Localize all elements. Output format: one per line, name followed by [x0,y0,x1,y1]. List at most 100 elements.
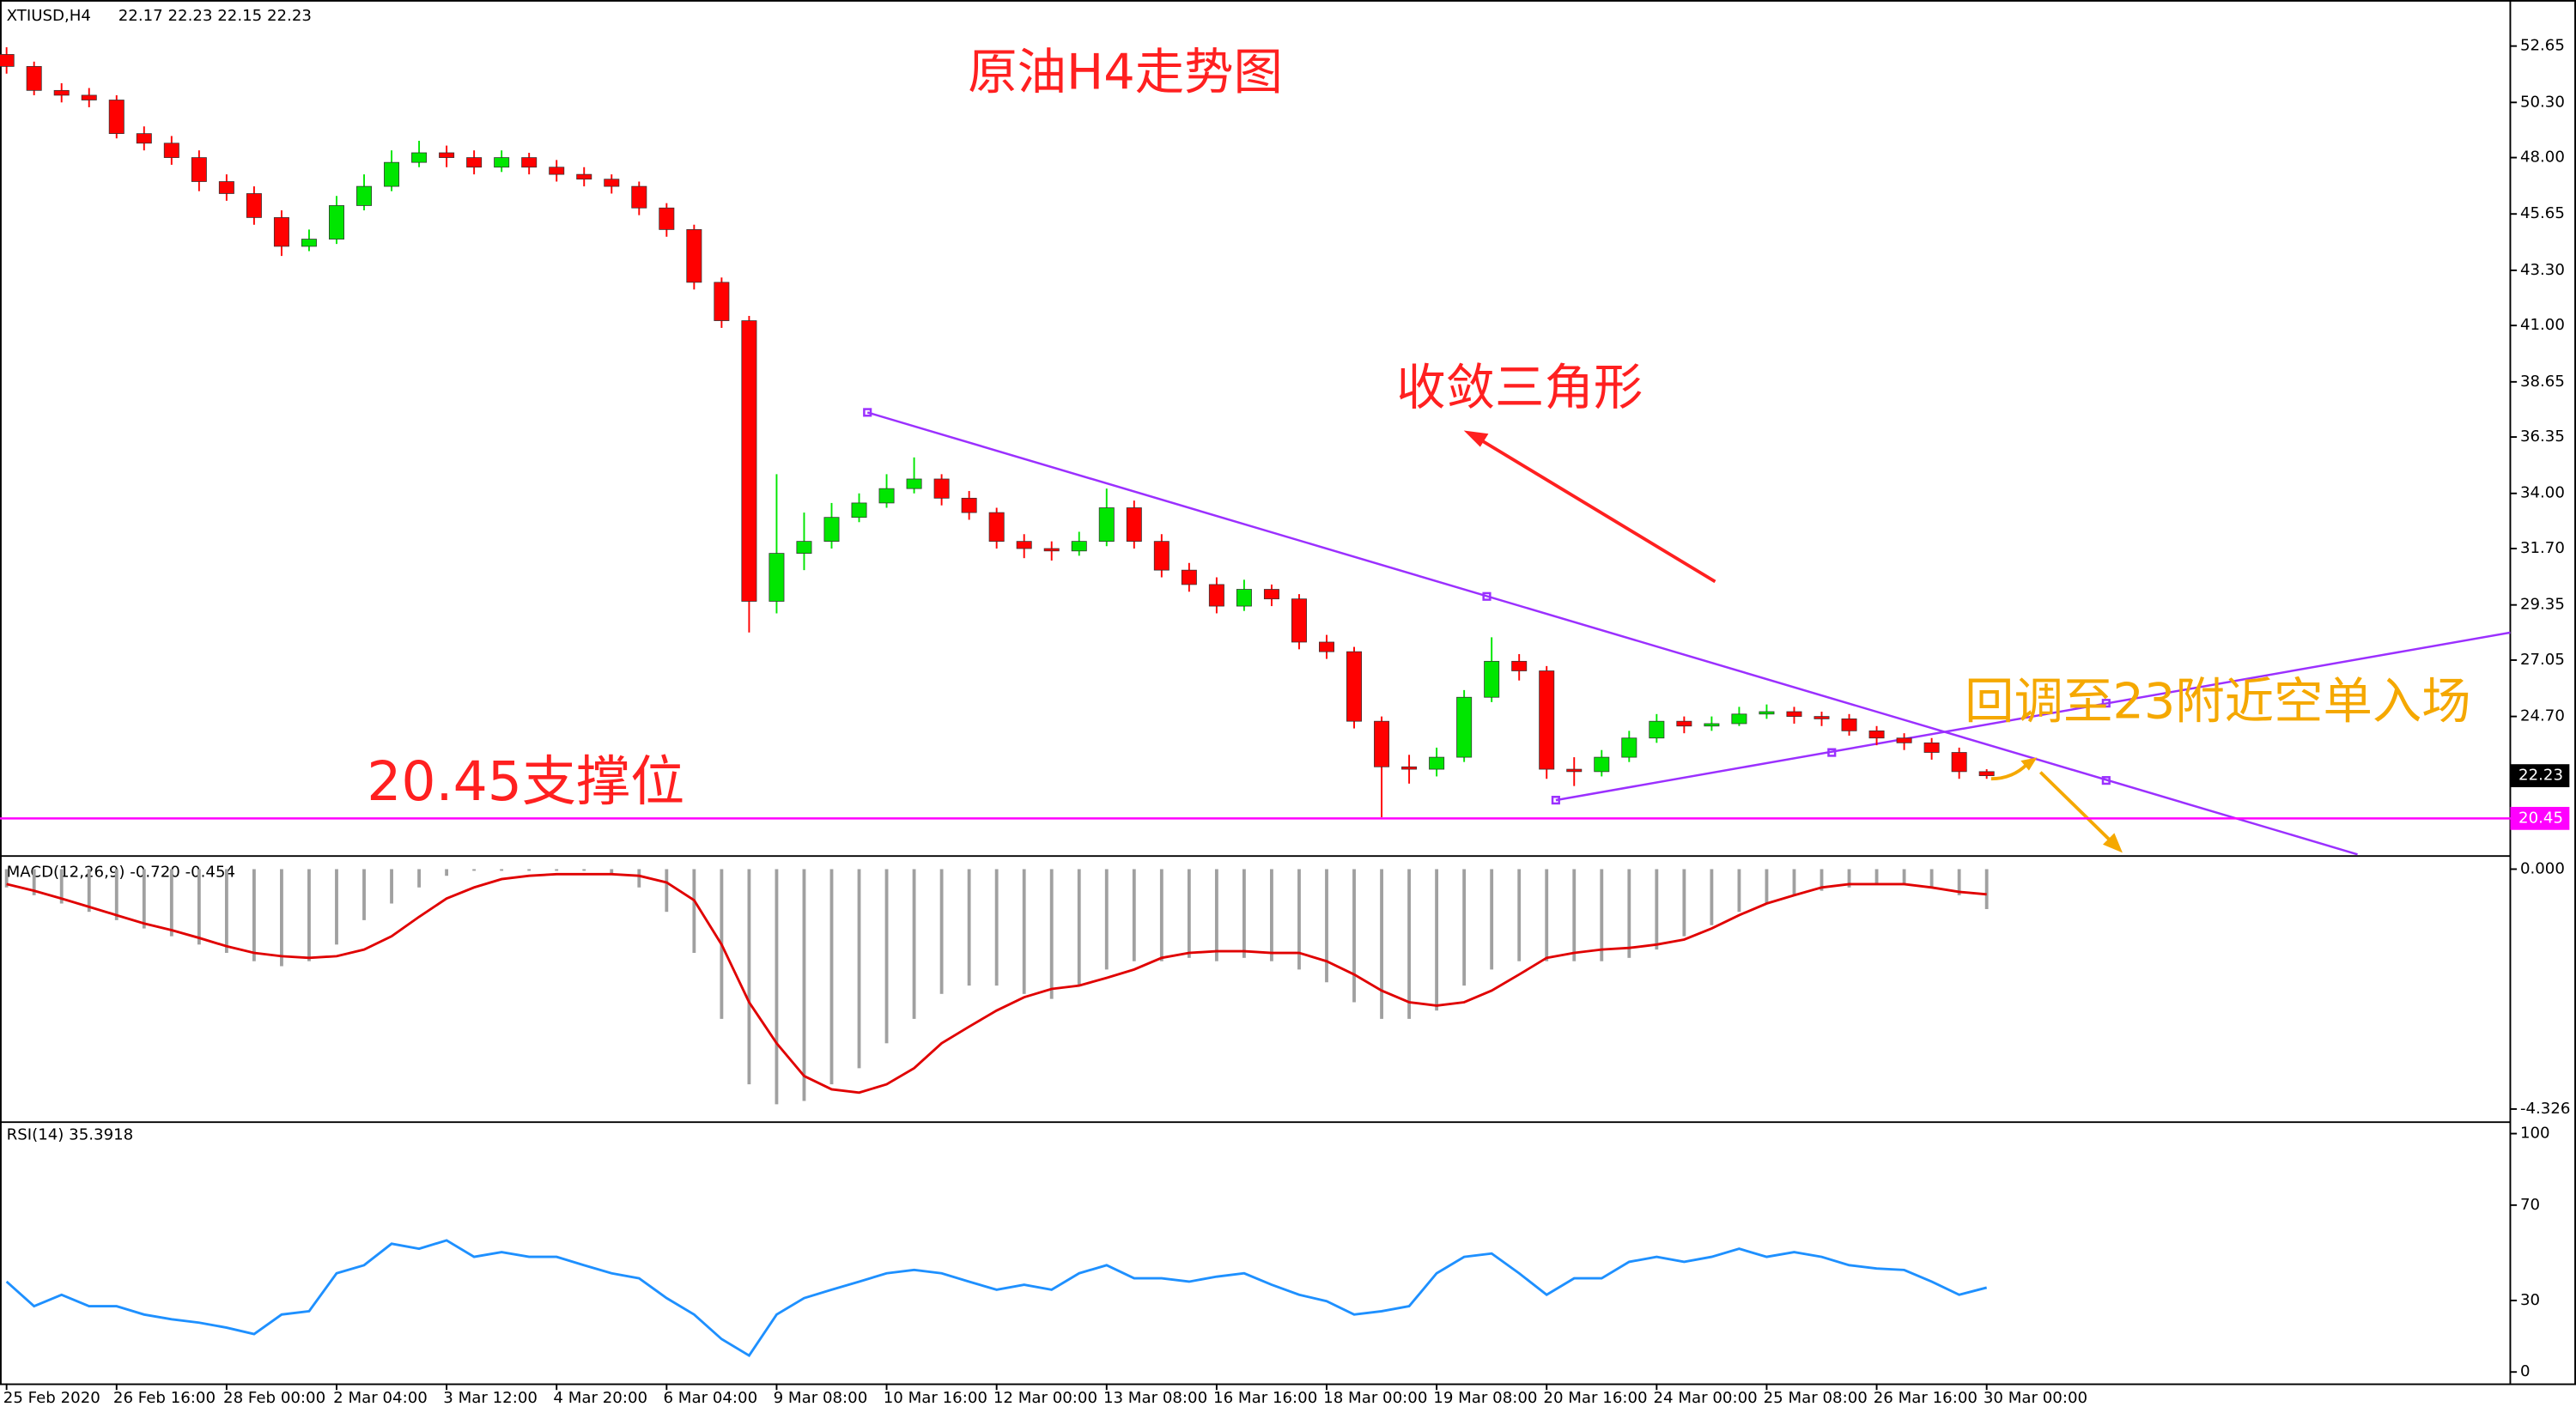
candle-body [1429,756,1445,770]
candle-body [1071,541,1087,552]
candle-body [1401,766,1418,770]
candle-body [714,282,730,321]
x-tick-label: 9 Mar 08:00 [774,1389,868,1407]
macd-bar [637,869,641,888]
macd-bar [1600,869,1604,961]
y-tick-label: 100 [2520,1125,2550,1143]
support-price-box [2510,806,2570,830]
orange-arrows [1990,757,2123,853]
candle-body [1978,771,1995,776]
candle-body [1814,716,1830,719]
candle-body [1896,737,1912,743]
candle-body [1291,598,1307,643]
candle-body [1951,752,1967,773]
candle-body [163,143,179,158]
x-tick-label: 13 Mar 08:00 [1103,1389,1207,1407]
macd-bar [802,869,806,1101]
macd-bar [4,869,9,888]
macd-bar [1847,869,1851,888]
candle-body [218,181,234,194]
candle-body [1786,711,1802,717]
macd-bar [857,869,861,1069]
macd-bar [1380,869,1383,1019]
candle-body [1098,507,1115,543]
candle-body [686,229,702,283]
macd-bar [1159,869,1163,961]
x-tick-label: 25 Feb 2020 [3,1389,100,1407]
macd-bar [1710,869,1714,925]
x-tick-label: 12 Mar 00:00 [993,1389,1097,1407]
macd-bar [1132,869,1136,961]
macd-bar [1517,869,1522,961]
macd-bar [1435,869,1439,1011]
arrow-shaft [2038,771,2112,843]
macd-bar [417,869,421,888]
macd-bar [390,869,393,904]
candle-body [356,185,373,206]
macd-bar [445,869,449,876]
macd-bar [939,869,944,994]
macd-bar [747,869,751,1085]
macd-bar [1820,869,1824,891]
y-tick-label: 70 [2520,1196,2540,1214]
candle-body [1208,584,1224,607]
candle-body [1539,670,1555,770]
annotation: 回调至23附近空单入场 [1965,673,2470,731]
candle-body [1153,541,1170,571]
candle-body [1263,589,1279,600]
macd-bar [1407,869,1411,1019]
x-tick-label: 10 Mar 16:00 [884,1389,987,1407]
candle-body [604,179,620,187]
quote: 22.17 22.23 22.15 22.23 [118,7,312,25]
macd-bar [1462,869,1467,986]
arrow-shaft [1990,762,2029,781]
y-tick-label: 29.35 [2520,596,2565,614]
macd-bar [252,869,256,961]
arrow-head [2102,833,2123,853]
macd-bar [1957,869,1961,895]
macd-bar [59,869,64,904]
candle-body [1704,723,1720,727]
candle-body [191,157,207,182]
candle-body [988,512,1005,543]
y-tick-label: 34.00 [2520,484,2565,502]
macd-bar [280,869,283,967]
y-tick-label: 38.65 [2520,373,2565,391]
macd-bar [335,869,338,945]
candle-body [933,478,950,499]
macd-bar [362,869,366,920]
candle-body [906,478,922,489]
candle-body [411,152,428,163]
candle-body [53,89,70,96]
rsi-line [5,1239,1988,1357]
red-arrow [1463,430,1716,584]
x-tick-label: 6 Mar 04:00 [664,1389,758,1407]
macd-bar [1627,869,1631,958]
symbol: XTIUSD,H4 [7,7,91,25]
annotation: 收敛三角形 [1396,359,1643,416]
y-tick-label: 24.70 [2520,707,2565,725]
x-tick-label: 19 Mar 08:00 [1433,1389,1537,1407]
macd-bar [884,869,889,1044]
macd-bar [665,869,669,913]
y-tick-label: 31.70 [2520,539,2565,557]
candle-body [384,161,400,187]
arrow-head [2020,757,2038,771]
candle-body [494,157,510,168]
candle-body [1374,720,1390,767]
x-tick-label: 30 Mar 00:00 [1984,1389,2087,1407]
candle-body [576,173,592,180]
candle-body [1621,737,1637,758]
y-tick-label: 48.00 [2520,149,2565,167]
current-price-label: 22.23 [2518,767,2563,785]
y-tick-label: 41.00 [2520,316,2565,334]
candle-body [81,94,97,100]
y-tick-label: 45.65 [2520,204,2565,222]
support-price-label: 20.45 [2518,809,2563,827]
arrow-shaft [1477,437,1716,584]
candle-body [1319,641,1334,652]
macd-bar [555,869,559,871]
macd-bar [692,869,696,954]
